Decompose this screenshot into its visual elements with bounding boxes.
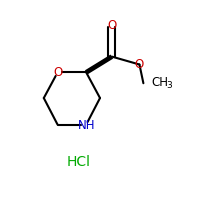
Text: O: O (135, 58, 144, 71)
Text: O: O (107, 19, 116, 32)
Text: CH: CH (151, 76, 168, 89)
Text: NH: NH (77, 119, 95, 132)
Text: O: O (53, 66, 62, 79)
Text: HCl: HCl (66, 155, 90, 169)
Text: 3: 3 (166, 81, 172, 90)
